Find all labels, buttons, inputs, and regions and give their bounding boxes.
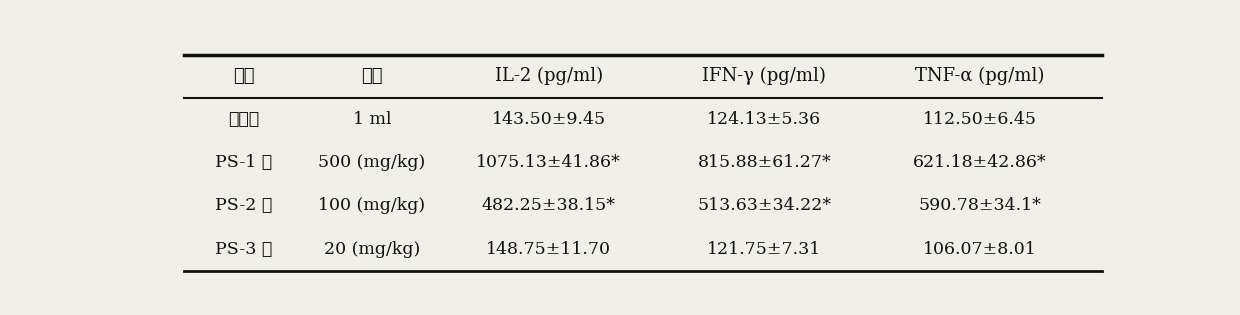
Text: 513.63±34.22*: 513.63±34.22*: [697, 198, 831, 215]
Text: PS-2 组: PS-2 组: [215, 198, 272, 215]
Text: 124.13±5.36: 124.13±5.36: [707, 111, 821, 128]
Text: PS-1 组: PS-1 组: [215, 154, 272, 171]
Text: PS-3 组: PS-3 组: [215, 241, 272, 258]
Text: 482.25±38.15*: 482.25±38.15*: [481, 198, 615, 215]
Text: 148.75±11.70: 148.75±11.70: [486, 241, 611, 258]
Text: 500 (mg/kg): 500 (mg/kg): [319, 154, 425, 171]
Text: IFN-γ (pg/ml): IFN-γ (pg/ml): [702, 67, 826, 85]
Text: 1075.13±41.86*: 1075.13±41.86*: [476, 154, 621, 171]
Text: TNF-α (pg/ml): TNF-α (pg/ml): [915, 67, 1044, 85]
Text: 100 (mg/kg): 100 (mg/kg): [319, 198, 425, 215]
Text: 106.07±8.01: 106.07±8.01: [923, 241, 1037, 258]
Text: 对照组: 对照组: [228, 111, 259, 128]
Text: 621.18±42.86*: 621.18±42.86*: [913, 154, 1047, 171]
Text: 20 (mg/kg): 20 (mg/kg): [324, 241, 420, 258]
Text: 590.78±34.1*: 590.78±34.1*: [919, 198, 1042, 215]
Text: 815.88±61.27*: 815.88±61.27*: [697, 154, 831, 171]
Text: IL-2 (pg/ml): IL-2 (pg/ml): [495, 67, 603, 85]
Text: 1 ml: 1 ml: [352, 111, 391, 128]
Text: 剂量: 剂量: [361, 67, 383, 85]
Text: 112.50±6.45: 112.50±6.45: [923, 111, 1037, 128]
Text: 143.50±9.45: 143.50±9.45: [491, 111, 605, 128]
Text: 组别: 组别: [233, 67, 254, 85]
Text: 121.75±7.31: 121.75±7.31: [707, 241, 821, 258]
